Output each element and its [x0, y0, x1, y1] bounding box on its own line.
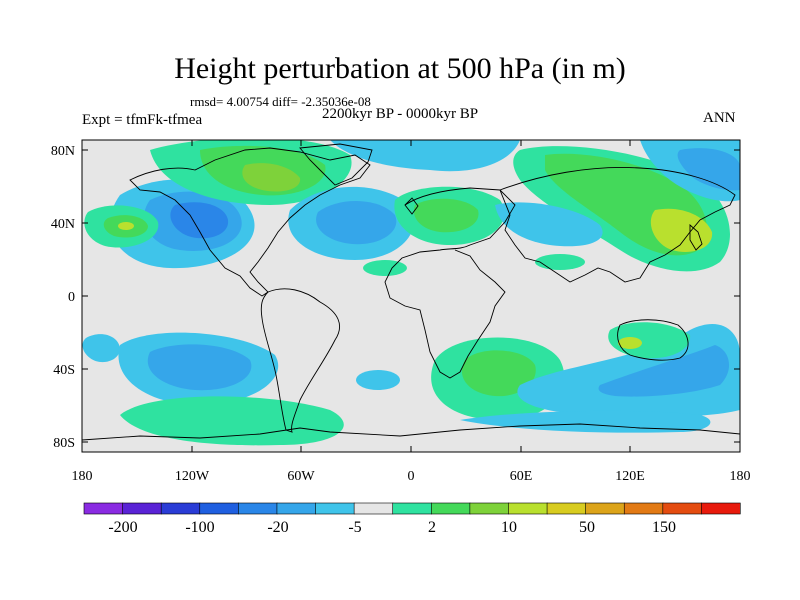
lon-label: 180: [72, 469, 93, 484]
coastline-north-america: [129, 147, 371, 297]
contour-blob: [363, 260, 407, 276]
contour-blob: [461, 350, 536, 397]
colorbar-swatch: [508, 502, 548, 515]
contour-blob: [356, 370, 400, 390]
period-label: 2200kyr BP - 0000kyr BP: [322, 106, 479, 122]
contour-blob: [316, 201, 397, 245]
experiment-label: Expt = tfmFk-tfmea: [82, 112, 203, 128]
colorbar-swatch: [238, 502, 278, 515]
colorbar-swatch: [585, 502, 625, 515]
coastline-asia: [499, 167, 736, 283]
contour-blob: [677, 148, 740, 191]
contour-blob: [413, 198, 479, 233]
contour-blob: [170, 202, 229, 239]
colorbar-swatch: [623, 502, 664, 515]
contour-blob: [460, 410, 711, 433]
colorbar-label: 150: [652, 519, 676, 536]
colorbar-swatch: [199, 502, 239, 515]
lat-label: 80S: [53, 436, 75, 451]
contour-blob: [618, 337, 642, 349]
colorbar: [83, 502, 741, 515]
coastline-japan: [689, 224, 703, 251]
colorbar-swatch: [662, 502, 703, 515]
lon-labels: 180 120W 60W 0 60E 120E 180: [72, 469, 751, 484]
coastlines: [82, 143, 740, 441]
contour-blob: [330, 140, 520, 172]
contour-blob: [82, 334, 120, 363]
lon-label: 60E: [510, 469, 533, 484]
contour-blob: [535, 254, 585, 270]
contour-blob: [608, 322, 691, 359]
coastline-australia: [617, 319, 689, 361]
lat-labels: 80N 40N 0 40S 80S: [51, 144, 75, 451]
season-label: ANN: [703, 110, 736, 126]
colorbar-swatch: [353, 502, 394, 515]
colorbar-swatch: [315, 502, 355, 515]
contour-blob: [147, 344, 252, 391]
coastline-europe-africa: [384, 187, 516, 379]
lon-label: 120E: [615, 469, 645, 484]
colorbar-label: -100: [185, 519, 214, 536]
contour-blob: [118, 222, 134, 230]
colorbar-labels: -200 -100 -20 -5 2 10 50 150: [108, 519, 676, 536]
coastline-uk: [404, 197, 419, 215]
colorbar-swatch: [701, 502, 741, 515]
lon-label: 180: [730, 469, 751, 484]
colorbar-swatch: [83, 502, 124, 515]
lat-ticks: [82, 149, 740, 443]
colorbar-swatch: [160, 502, 201, 515]
colorbar-label: -20: [267, 519, 288, 536]
colorbar-swatch: [392, 502, 432, 515]
rmsd-stats: rmsd= 4.00754 diff= -2.35036e-08: [190, 94, 371, 109]
lon-label: 120W: [175, 469, 210, 484]
coastline-south-america: [260, 288, 340, 433]
contour-blob: [598, 345, 730, 397]
contour-blob: [495, 202, 603, 247]
colorbar-label: 50: [579, 519, 595, 536]
lon-label: 0: [408, 469, 415, 484]
contour-field: [82, 140, 740, 446]
colorbar-swatch: [276, 502, 317, 515]
lat-label: 40N: [51, 217, 75, 232]
map-title: Height perturbation at 500 hPa (in m): [174, 52, 626, 85]
coastline-antarctica: [82, 423, 740, 441]
colorbar-swatch: [122, 502, 162, 515]
contour-blob: [120, 396, 344, 446]
coastline-greenland: [299, 143, 373, 186]
colorbar-swatch: [469, 502, 510, 515]
colorbar-label: -5: [348, 519, 361, 536]
colorbar-label: -200: [108, 519, 137, 536]
lat-label: 0: [68, 290, 75, 305]
colorbar-swatch: [546, 502, 587, 515]
contour-blob: [242, 163, 301, 192]
lon-label: 60W: [287, 469, 315, 484]
contour-blob: [650, 208, 713, 252]
colorbar-label: 10: [501, 519, 517, 536]
lat-label: 80N: [51, 144, 75, 159]
lat-label: 40S: [53, 363, 75, 378]
colorbar-swatch: [430, 502, 471, 515]
lon-ticks: [81, 140, 741, 452]
colorbar-label: 2: [428, 519, 436, 536]
